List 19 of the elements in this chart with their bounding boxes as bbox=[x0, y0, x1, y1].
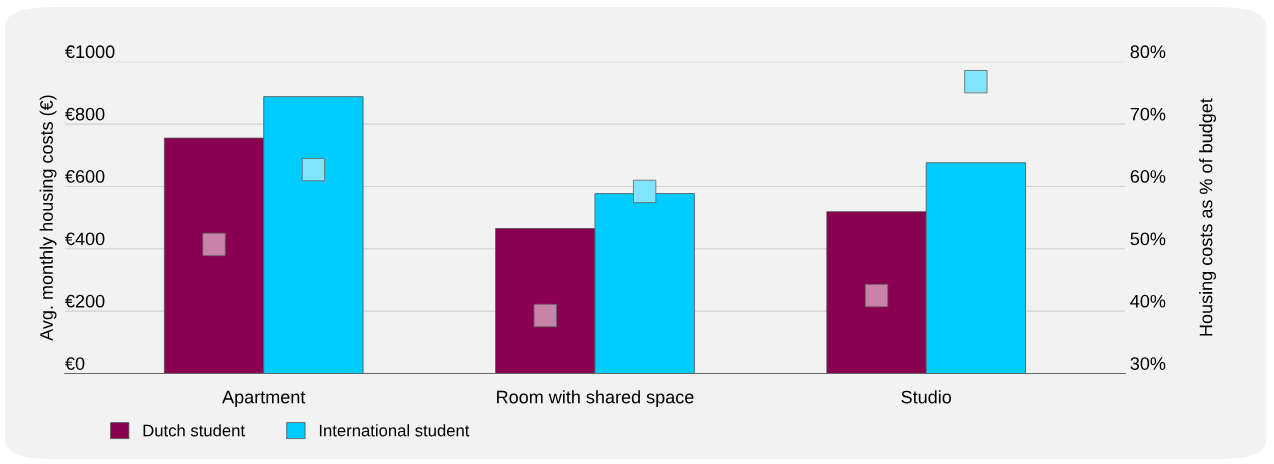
y-tick-label: €400 bbox=[65, 232, 105, 246]
y2-tick-label: 80% bbox=[1130, 45, 1166, 59]
x-tick-label: Room with shared space bbox=[497, 390, 694, 408]
y2-axis-title: Housing costs as % of budget bbox=[1199, 98, 1216, 336]
y-tick-label: €800 bbox=[65, 107, 105, 121]
y-axis-title: Avg. monthly housing costs (€) bbox=[39, 95, 57, 341]
legend-label: Dutch student bbox=[143, 424, 245, 437]
y2-tick-label: 70% bbox=[1130, 107, 1166, 121]
y-tick-label: €0 bbox=[65, 357, 85, 370]
y-tick-label: €1000 bbox=[65, 45, 115, 59]
y2-tick-label: 50% bbox=[1130, 232, 1166, 246]
legend-label: International student bbox=[319, 424, 470, 437]
y-tick-label: €200 bbox=[65, 294, 105, 308]
y-tick-label: €600 bbox=[65, 170, 105, 183]
y2-tick-label: 60% bbox=[1130, 170, 1166, 183]
y2-tick-label: 30% bbox=[1130, 357, 1166, 370]
y2-tick-label: 40% bbox=[1130, 294, 1166, 308]
x-tick-label: Apartment bbox=[222, 390, 306, 408]
x-tick-label: Studio bbox=[901, 390, 952, 404]
